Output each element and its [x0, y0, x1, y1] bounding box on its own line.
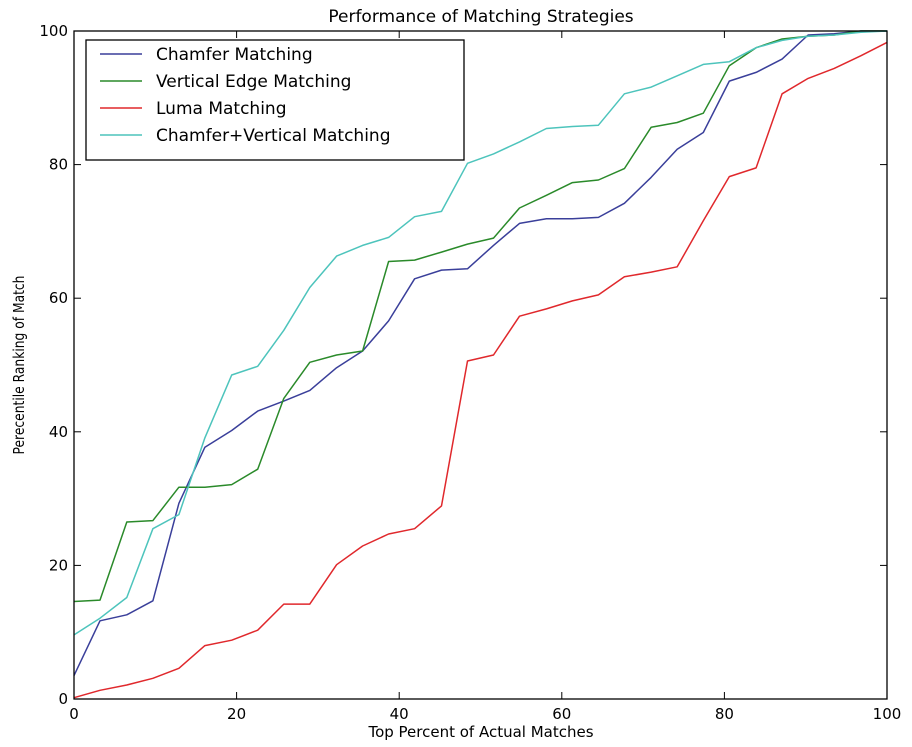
- series-line-4: [73, 30, 888, 636]
- series-line-1: [73, 30, 887, 676]
- x-tick-label-2: 40: [390, 705, 409, 723]
- x-tick-label-5: 100: [873, 705, 902, 723]
- legend: Chamfer Matching Vertical Edge Matching Lu…: [85, 39, 465, 161]
- legend-label-2: Vertical Edge Matching: [156, 72, 351, 92]
- plot-frame: [73, 30, 888, 700]
- legend-label-3: Luma Matching: [156, 99, 287, 119]
- y-tick-label-0: 0: [58, 690, 68, 708]
- series-line-3: [73, 41, 888, 699]
- axis-ticks: 0 20 40 60 80 100 0 20 40 60 80 100: [39, 22, 901, 723]
- x-axis-label: Top Percent of Actual Matches: [367, 723, 593, 741]
- x-tick-label-3: 60: [552, 705, 571, 723]
- x-tick-label-4: 80: [715, 705, 734, 723]
- x-tick-label-0: 0: [69, 705, 79, 723]
- legend-label-1: Chamfer Matching: [156, 45, 313, 65]
- x-tick-label-1: 20: [227, 705, 246, 723]
- y-tick-label-5: 100: [39, 22, 68, 40]
- legend-label-4: Chamfer+Vertical Matching: [156, 126, 391, 146]
- chart-title: Performance of Matching Strategies: [328, 7, 633, 27]
- plot-lines: [73, 30, 888, 699]
- y-tick-label-3: 60: [49, 289, 68, 307]
- y-tick-label-2: 40: [49, 423, 68, 441]
- y-axis-label: Perecentile Ranking of Match: [11, 276, 28, 455]
- y-tick-label-1: 20: [49, 556, 68, 574]
- y-tick-label-4: 80: [49, 156, 68, 174]
- legend-box: [85, 39, 465, 161]
